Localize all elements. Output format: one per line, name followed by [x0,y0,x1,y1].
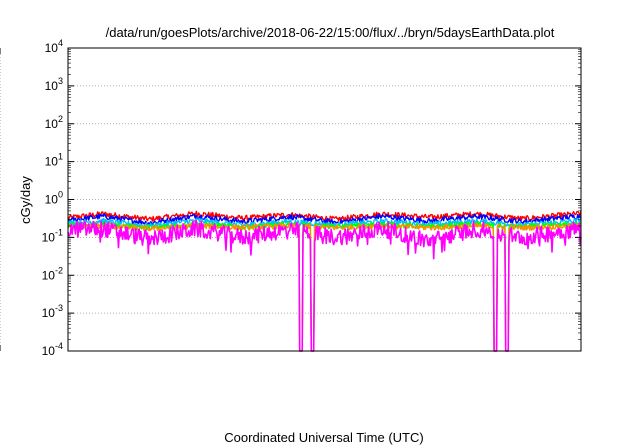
y-axis-label: cGy/day [18,176,33,224]
y-tick-label: 103 [45,76,63,93]
y-tick-label: 102 [45,114,63,131]
y-tick-label: 10-2 [42,265,63,282]
series-line [67,221,582,352]
chart-title: /data/run/goesPlots/archive/2018-06-22/1… [106,25,555,40]
plot-frame [67,47,582,352]
series-line [67,213,582,226]
x-axis-label: Coordinated Universal Time (UTC) [224,430,423,445]
series-line [67,222,582,352]
y-tick-label: 10-3 [42,303,63,320]
axis-ticks: 10410310210110010-110-210-310-42018-6-18… [0,38,581,360]
y-tick-label: 101 [45,152,63,169]
y-tick-label: 104 [45,38,63,55]
series-line [67,219,582,352]
y-tick-label: 10-4 [42,341,63,358]
y-tick-label: 100 [45,190,63,207]
plot-lines [67,210,582,352]
y-tick-label: 10-1 [42,227,63,244]
